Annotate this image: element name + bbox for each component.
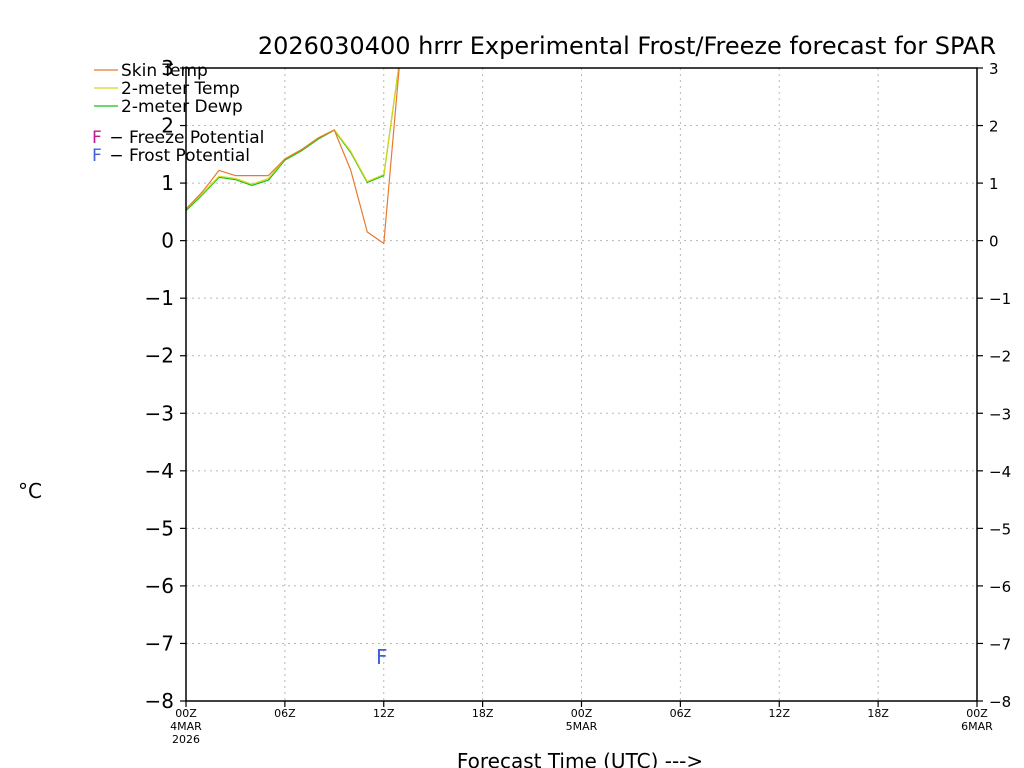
marker-layer: F [376,645,388,669]
y-tick-label-left: −6 [145,574,174,598]
x-tick-date-label: 4MAR [170,720,202,733]
x-tick-label: 06Z [274,707,296,720]
x-tick-date-label: 6MAR [961,720,993,733]
y-tick-label-left: 0 [161,229,174,253]
legend-label: 2-meter Dewp [121,97,243,117]
y-tick-label-left: −8 [145,689,174,713]
y-tick-label-right: 3 [989,60,999,78]
chart-title: 2026030400 hrrr Experimental Frost/Freez… [258,32,996,60]
series-layer [186,68,400,245]
y-tick-label-left: −5 [145,516,174,540]
y-tick-label-right: 0 [989,233,999,251]
y-tick-label-right: −4 [989,463,1011,481]
y-tick-label-right: −8 [989,693,1011,711]
x-tick-label: 00Z [571,707,593,720]
x-tick-year-label: 2026 [172,733,200,746]
y-tick-label-right: −6 [989,578,1011,596]
y-tick-label-left: −3 [145,401,174,425]
y-tick-label-left: −1 [145,286,174,310]
frost-marker: F [376,645,388,669]
y-tick-label-right: −7 [989,635,1011,653]
x-tick-label: 12Z [768,707,790,720]
x-axis-label: Forecast Time (UTC) ---> [457,749,703,768]
y-tick-label-left: 3 [161,56,174,80]
y-axis-label: °C [18,479,42,503]
legend-label: Skin Temp [121,61,208,81]
legend-potential-symbol: F [92,146,102,166]
series-line-skin-temp [186,68,400,245]
y-tick-label-right: −5 [989,520,1011,538]
x-tick-label: 12Z [373,707,395,720]
y-tick-label-left: 2 [161,114,174,138]
grid-layer [186,68,977,701]
legend-potential-symbol: F [92,128,102,148]
x-tick-label: 06Z [670,707,692,720]
y-tick-label-right: 1 [989,175,999,193]
x-tick-label: 18Z [472,707,494,720]
y-tick-label-right: −1 [989,290,1011,308]
y-tick-label-right: −2 [989,348,1011,366]
x-tick-label: 00Z [966,707,988,720]
plot-frame [185,67,978,702]
label-layer: 3 3 2 2 1 1 0 0 −1 −1 −2 −2 −3 −3 −4 −4 −5 −5 −6 −6 −7 −7 −8 −8… [145,56,1012,746]
y-tick-label-right: 2 [989,118,999,136]
tick-layer [180,67,983,707]
y-tick-label-left: −4 [145,459,174,483]
x-tick-date-label: 5MAR [566,720,598,733]
legend-potential-label: − Frost Potential [104,146,250,166]
y-tick-label-left: −7 [145,631,174,655]
y-tick-label-left: −2 [145,344,174,368]
y-tick-label-right: −3 [989,405,1011,423]
x-tick-label: 18Z [867,707,889,720]
legend-label: 2-meter Temp [121,79,240,99]
x-tick-label: 00Z [175,707,197,720]
y-tick-label-left: 1 [161,171,174,195]
legend-potential-label: − Freeze Potential [104,128,264,148]
